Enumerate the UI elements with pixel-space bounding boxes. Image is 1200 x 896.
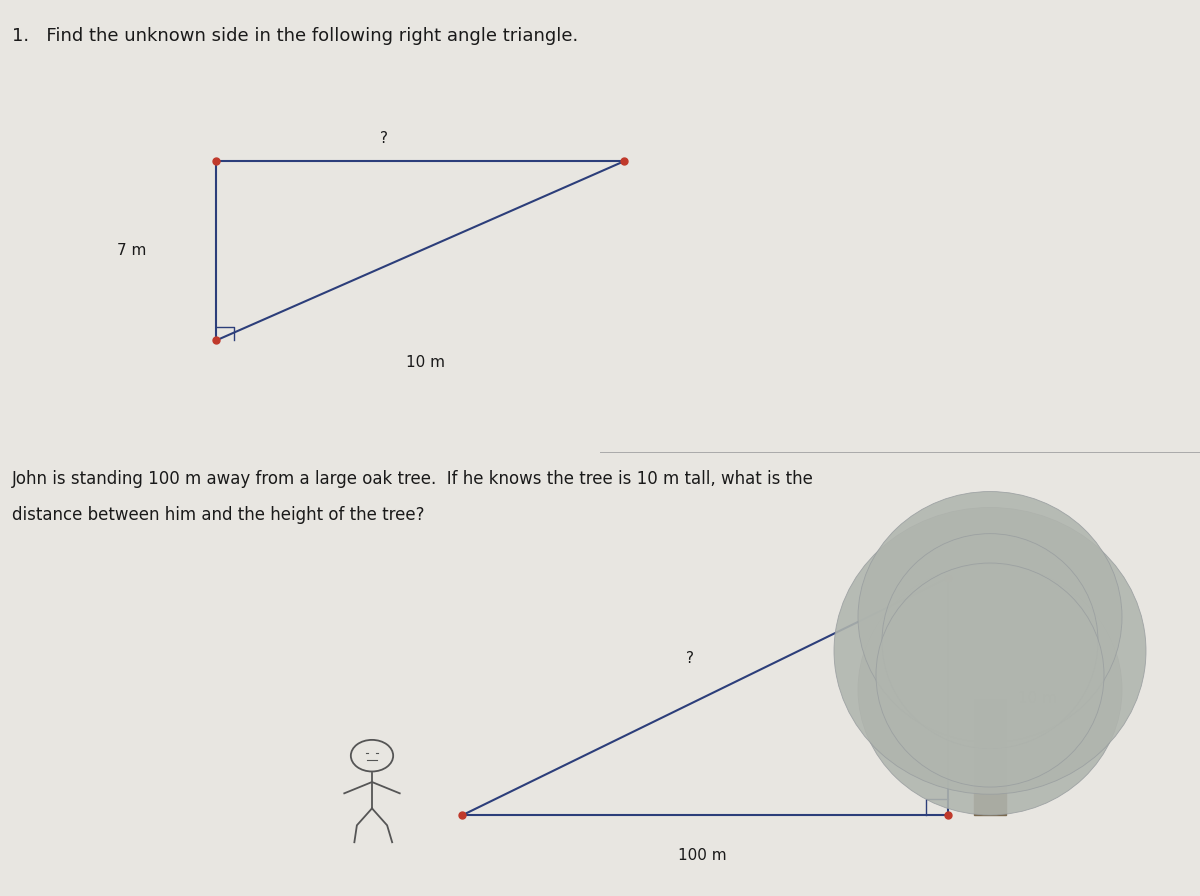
- Text: ?: ?: [380, 132, 388, 146]
- Text: John is standing 100 m away from a large oak tree.  If he knows the tree is 10 m: John is standing 100 m away from a large…: [12, 470, 814, 488]
- Ellipse shape: [834, 507, 1146, 794]
- Text: ?: ?: [686, 651, 694, 666]
- Ellipse shape: [882, 534, 1098, 749]
- Bar: [974, 699, 1006, 815]
- Text: 100 m: 100 m: [678, 849, 726, 863]
- Text: distance between him and the height of the tree?: distance between him and the height of t…: [12, 506, 425, 524]
- Ellipse shape: [858, 564, 1122, 815]
- Text: 10 m: 10 m: [407, 356, 445, 370]
- Ellipse shape: [858, 492, 1122, 743]
- Ellipse shape: [876, 563, 1104, 787]
- Text: 1.   Find the unknown side in the following right angle triangle.: 1. Find the unknown side in the followin…: [12, 27, 578, 45]
- Text: 7 m: 7 m: [118, 244, 146, 258]
- Text: 10 m: 10 m: [1019, 692, 1057, 706]
